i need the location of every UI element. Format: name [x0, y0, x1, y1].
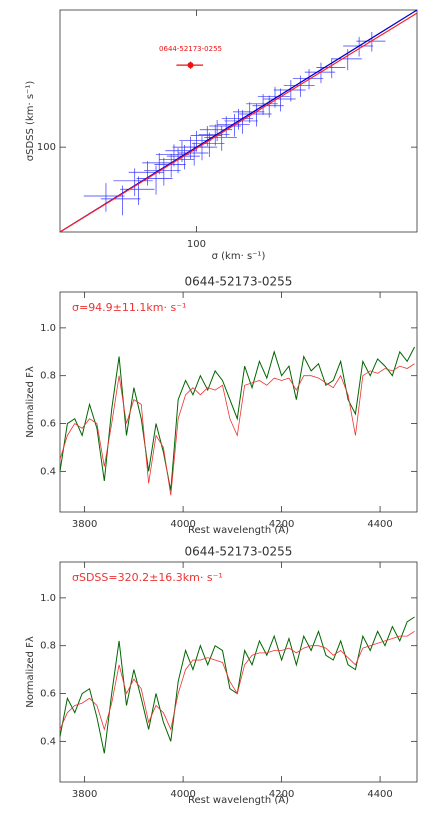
y-tick-label: 0.4 [40, 736, 56, 747]
x-tick-label: 4000 [170, 519, 195, 530]
y-axis-label: Normalized Fλ [25, 636, 36, 708]
annotation: σSDSS=320.2±16.3km· s⁻¹ [72, 571, 223, 584]
plot-frame [59, 291, 418, 513]
panel-title: 0644-52173-0255 [185, 545, 293, 559]
y-tick-label: 100 [37, 142, 56, 153]
plot-frame [59, 9, 418, 233]
x-tick-label: 3800 [72, 519, 97, 530]
spectrum-line [59, 631, 415, 731]
spectrum-line [59, 363, 415, 496]
highlight-label: 0644-52173-0255 [159, 45, 222, 53]
x-axis-label: Rest wavelength (Å) [188, 523, 289, 536]
x-tick-label: 4400 [367, 519, 392, 530]
x-axis-label: Rest wavelength (Å) [188, 793, 289, 806]
y-tick-label: 0.8 [40, 371, 56, 382]
fit-line [59, 12, 418, 233]
y-tick-label: 0.8 [40, 641, 56, 652]
y-axis-label: σSDSS (km· s⁻¹) [25, 81, 36, 162]
y-tick-label: 1.0 [40, 593, 56, 604]
x-tick-label: 4200 [269, 789, 294, 800]
panel-title: 0644-52173-0255 [185, 275, 293, 289]
x-tick-label: 3800 [72, 789, 97, 800]
x-tick-label: 100 [187, 239, 206, 250]
annotation: σ=94.9±11.1km· s⁻¹ [72, 301, 186, 314]
y-axis-label: Normalized Fλ [25, 366, 36, 438]
plot-frame [59, 561, 418, 783]
y-tick-label: 0.4 [40, 466, 56, 477]
spectrum-line [59, 616, 415, 754]
x-axis-label: σ (km· s⁻¹) [212, 251, 266, 262]
x-tick-label: 4200 [269, 519, 294, 530]
y-tick-label: 0.6 [40, 419, 56, 430]
x-tick-label: 4000 [170, 789, 195, 800]
highlight-point [187, 62, 194, 69]
spectrum-line [59, 346, 415, 491]
y-tick-label: 0.6 [40, 689, 56, 700]
y-tick-label: 1.0 [40, 323, 56, 334]
x-tick-label: 4400 [367, 789, 392, 800]
